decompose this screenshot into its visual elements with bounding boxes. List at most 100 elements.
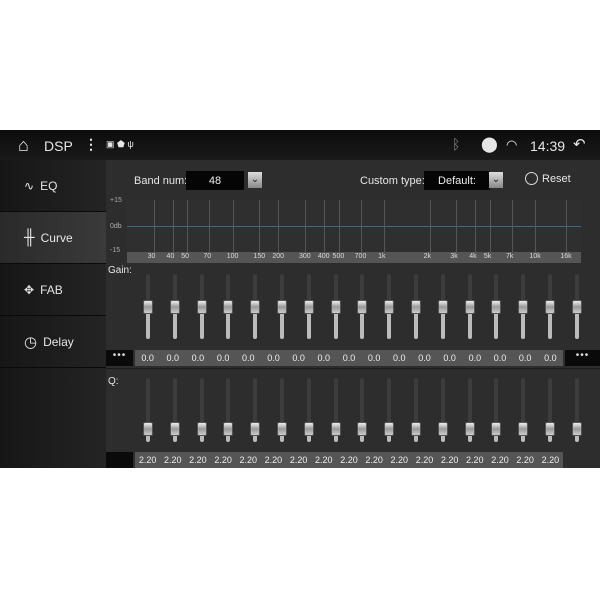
slider-track[interactable] [467,378,472,442]
slider-knob[interactable] [330,422,341,437]
slider-track[interactable] [172,378,177,442]
slider-value: 2.20 [516,455,534,465]
slider-value: 0.0 [544,353,557,363]
slider-value: 0.0 [267,353,280,363]
slider-value: 0.0 [342,353,356,363]
slider-knob[interactable] [545,422,555,437]
reset-radio[interactable] [525,172,538,185]
x-tick-label: 30 [147,253,156,260]
scroll-right-button[interactable]: ••• [565,350,600,366]
slider-fill [521,306,526,339]
slider-knob[interactable] [250,422,261,437]
sidebar-item-curve[interactable]: ╫ Curve [0,212,106,264]
slider-track[interactable] [253,378,258,442]
x-tick-label: 5k [483,253,492,260]
slider-fill [467,306,472,339]
slider-track[interactable] [199,378,204,442]
slider-fill [414,306,418,339]
chevron-down-icon[interactable]: ⌄ [248,172,262,188]
slider-knob[interactable] [250,299,261,314]
slider-knob[interactable] [277,299,287,314]
slider-knob[interactable] [357,422,368,437]
slider-track[interactable] [414,378,418,442]
slider-track[interactable] [226,378,231,442]
slider-knob[interactable] [223,422,234,437]
slider-track[interactable] [306,378,311,442]
wifi-icon: ◠ [506,137,518,152]
slider-knob[interactable] [223,299,234,314]
slider-knob[interactable] [437,299,448,314]
slider-knob[interactable] [571,422,582,437]
more-icon[interactable]: ⋮ [84,136,98,152]
band-num-select[interactable]: 48 [186,171,244,190]
slider-knob[interactable] [545,299,555,314]
slider-knob[interactable] [143,299,153,314]
slider-value: 2.20 [214,455,232,465]
slider-value: 0.0 [468,353,482,363]
sidebar-item-label: FAB [40,282,63,297]
home-icon[interactable]: ⌂ [18,135,29,155]
x-tick-label: 16k [560,253,572,260]
slider-value: 0.0 [141,353,154,363]
slider-knob[interactable] [464,299,475,314]
slider-knob[interactable] [303,299,314,314]
sidebar-item-label: Delay [43,334,74,349]
slider-knob[interactable] [491,299,502,314]
slider-knob[interactable] [357,299,368,314]
slider-knob[interactable] [143,422,153,437]
slider-knob[interactable] [491,422,502,437]
chevron-down-icon[interactable]: ⌄ [489,172,503,188]
slider-track[interactable] [360,378,365,442]
slider-track[interactable] [146,378,150,442]
slider-knob[interactable] [411,422,421,437]
slider-value: 2.20 [390,455,409,465]
gain-values: 0.0 0.0 0.0 0.0 0.0 0.0 0.0 0.0 0.0 0.0 0.0 0.0 0.0 0… [135,350,563,366]
reset-label[interactable]: Reset [542,173,571,185]
slider-fill [333,306,338,339]
slider-track[interactable] [521,378,526,442]
slider-value: 0.0 [216,353,230,363]
x-tick-label: 400 [317,253,330,260]
x-tick-label: 500 [332,253,345,260]
sidebar-item-eq[interactable]: ∿ EQ [0,160,106,212]
sidebar-item-label: Curve [40,230,73,245]
slider-knob[interactable] [303,422,314,437]
slider-knob[interactable] [169,299,180,314]
slider-track[interactable] [440,378,445,442]
slider-value: 0.0 [166,353,180,363]
slider-knob[interactable] [437,422,448,437]
scroll-left-button[interactable]: ••• [106,350,133,366]
slider-knob[interactable] [571,299,582,314]
sidebar-item-delay[interactable]: ◷ Delay [0,316,106,368]
clock-time: 14:39 [530,138,566,154]
slider-value: 2.20 [264,455,283,465]
x-tick-label: 7k [506,253,514,260]
slider-track[interactable] [387,378,392,442]
slider-knob[interactable] [384,422,395,437]
custom-type-select[interactable]: Default: [424,171,490,190]
slider-value: 2.20 [340,455,358,465]
slider-track[interactable] [548,378,552,442]
slider-knob[interactable] [330,299,341,314]
slider-knob[interactable] [518,299,529,314]
sidebar-item-fab[interactable]: ✥ FAB [0,264,106,316]
slider-track[interactable] [494,378,499,442]
slider-track[interactable] [280,378,284,442]
x-tick-label: 100 [226,253,239,260]
status-bar: ⌂ DSP ⋮ ▣ ⬟ ψ ᛒ ⬤ ◠ 14:39 ↶ [0,130,600,160]
y-label: -15 [110,247,121,254]
slider-knob[interactable] [196,422,207,437]
slider-knob[interactable] [169,422,180,437]
slider-knob[interactable] [277,422,287,437]
back-icon[interactable]: ↶ [573,136,586,153]
slider-knob[interactable] [518,422,529,437]
slider-knob[interactable] [464,422,475,437]
location-icon: ⬤ [481,136,498,153]
slider-track[interactable] [333,378,338,442]
slider-knob[interactable] [411,299,421,314]
slider-track[interactable] [574,378,579,442]
slider-knob[interactable] [384,299,395,314]
app-title: DSP [44,138,73,154]
eq-curve-graph[interactable] [127,200,581,252]
slider-knob[interactable] [196,299,207,314]
